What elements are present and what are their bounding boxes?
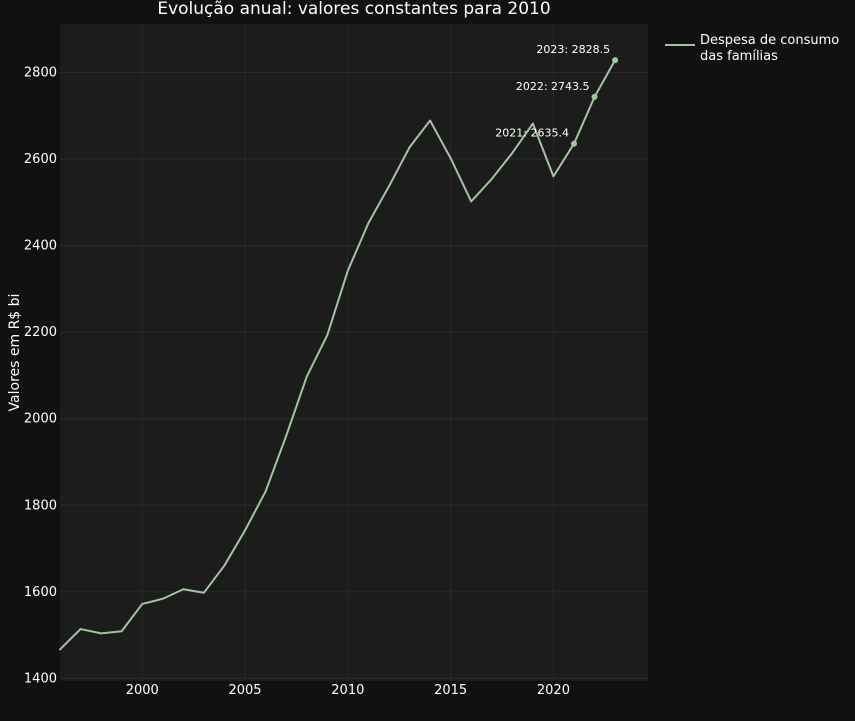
y-tick-label: 1800	[24, 498, 57, 513]
y-axis: 1400 1600 1800 2000 2200 2400 2600 2800	[24, 65, 57, 686]
data-label: 2023: 2828.5	[536, 43, 610, 56]
data-label: 2021: 2635.4	[495, 127, 569, 140]
plot-area	[60, 24, 648, 681]
legend-label: Despesa de consumo das famílias	[700, 33, 839, 64]
y-tick-label: 1600	[24, 585, 57, 600]
x-axis: 2000 2005 2010 2015 2020	[126, 683, 570, 698]
data-point-marker[interactable]	[570, 140, 577, 147]
y-tick-label: 2000	[24, 412, 57, 427]
y-tick-label: 2200	[24, 325, 57, 340]
y-tick-label: 1400	[24, 671, 57, 686]
data-point-marker[interactable]	[591, 93, 598, 100]
chart-title: Evolução anual: valores constantes para …	[157, 0, 550, 19]
x-tick-label: 2010	[331, 683, 364, 698]
data-point-marker[interactable]	[612, 57, 619, 64]
legend-label-line: das famílias	[700, 49, 778, 64]
gridlines	[60, 24, 648, 681]
x-tick-label: 2015	[434, 683, 467, 698]
y-tick-label: 2400	[24, 239, 57, 254]
legend[interactable]: Despesa de consumo das famílias	[665, 33, 839, 64]
annotations: 2021: 2635.4 2022: 2743.5 2023: 2828.5	[495, 43, 619, 147]
y-tick-label: 2600	[24, 152, 57, 167]
y-axis-title: Valores em R$ bi	[7, 294, 23, 412]
x-tick-label: 2020	[537, 683, 570, 698]
y-tick-label: 2800	[24, 65, 57, 80]
series-layer	[59, 59, 617, 651]
x-tick-label: 2005	[228, 683, 261, 698]
x-tick-label: 2000	[126, 683, 159, 698]
series-line[interactable]	[59, 59, 617, 651]
legend-label-line: Despesa de consumo	[700, 33, 839, 48]
data-label: 2022: 2743.5	[516, 80, 590, 93]
